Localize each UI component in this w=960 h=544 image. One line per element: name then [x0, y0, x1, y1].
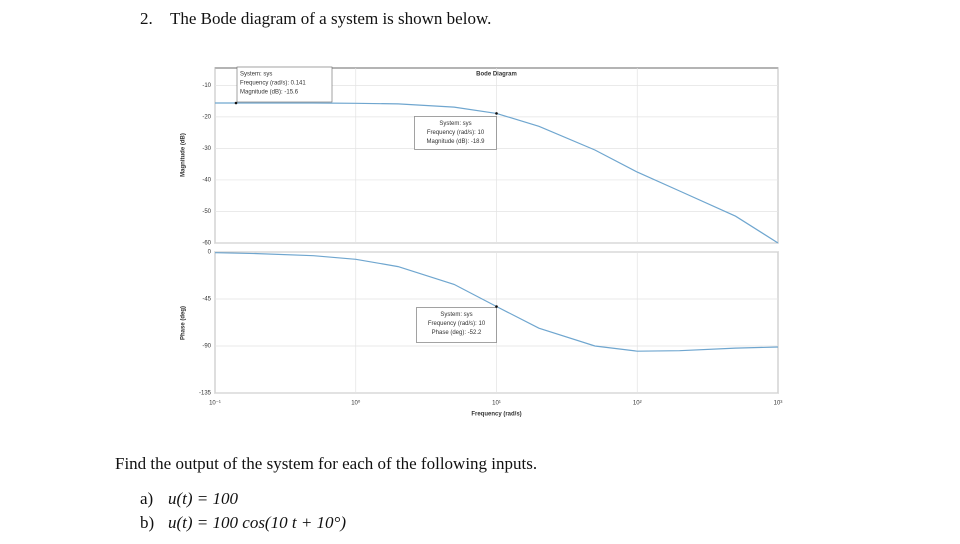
- datatip-text: System: sys: [240, 72, 272, 78]
- x-tick-label: 10²: [633, 401, 642, 407]
- x-tick-label: 10¹: [492, 401, 501, 407]
- item-label: a): [140, 489, 153, 508]
- y-axis-label: Magnitude (dB): [181, 133, 187, 177]
- datatip-text: System: sys: [440, 312, 472, 318]
- datatip-text: Frequency (rad/s): 10: [428, 321, 486, 327]
- datatip-text: Magnitude (dB): -15.6: [240, 90, 299, 96]
- y-tick-label: -10: [202, 83, 211, 89]
- y-tick-label: -90: [202, 344, 211, 350]
- x-tick-label: 10⁻¹: [209, 401, 221, 407]
- question-text: The Bode diagram of a system is shown be…: [170, 9, 491, 28]
- y-tick-label: -45: [202, 297, 211, 303]
- y-tick-label: -30: [202, 146, 211, 152]
- datatip-marker: [234, 101, 238, 105]
- y-tick-label: -40: [202, 178, 211, 184]
- datatip-text: Phase (deg): -52.2: [432, 330, 482, 336]
- x-tick-label: 10⁰: [351, 400, 361, 407]
- item-expr: u(t) = 100: [168, 489, 239, 508]
- y-tick-label: -50: [202, 209, 211, 215]
- datatip-text: Magnitude (dB): -18.9: [426, 139, 485, 145]
- y-tick-label: -20: [202, 114, 211, 120]
- question-number: 2.: [140, 9, 153, 28]
- y-tick-label: -135: [199, 391, 212, 397]
- datatip-text: System: sys: [439, 121, 471, 127]
- item-expr: u(t) = 100 cos(10 t + 10°): [168, 513, 346, 532]
- x-tick-label: 10³: [774, 401, 783, 407]
- datatip-text: Frequency (rad/s): 10: [427, 130, 485, 136]
- datatip-box: [414, 116, 497, 150]
- chart-title: Bode Diagram: [476, 72, 517, 78]
- y-axis-label: Phase (deg): [181, 306, 187, 340]
- x-axis-label: Frequency (rad/s): [471, 412, 521, 418]
- y-tick-label: 0: [208, 250, 212, 256]
- datatip-marker: [495, 305, 498, 308]
- item-label: b): [140, 513, 154, 532]
- datatip-box: [236, 66, 333, 103]
- y-tick-label: -60: [202, 241, 211, 247]
- datatip-box: [416, 307, 497, 343]
- datatip-marker: [495, 112, 498, 115]
- prompt: Find the output of the system for each o…: [115, 454, 537, 473]
- datatip-text: Frequency (rad/s): 0.141: [240, 81, 306, 87]
